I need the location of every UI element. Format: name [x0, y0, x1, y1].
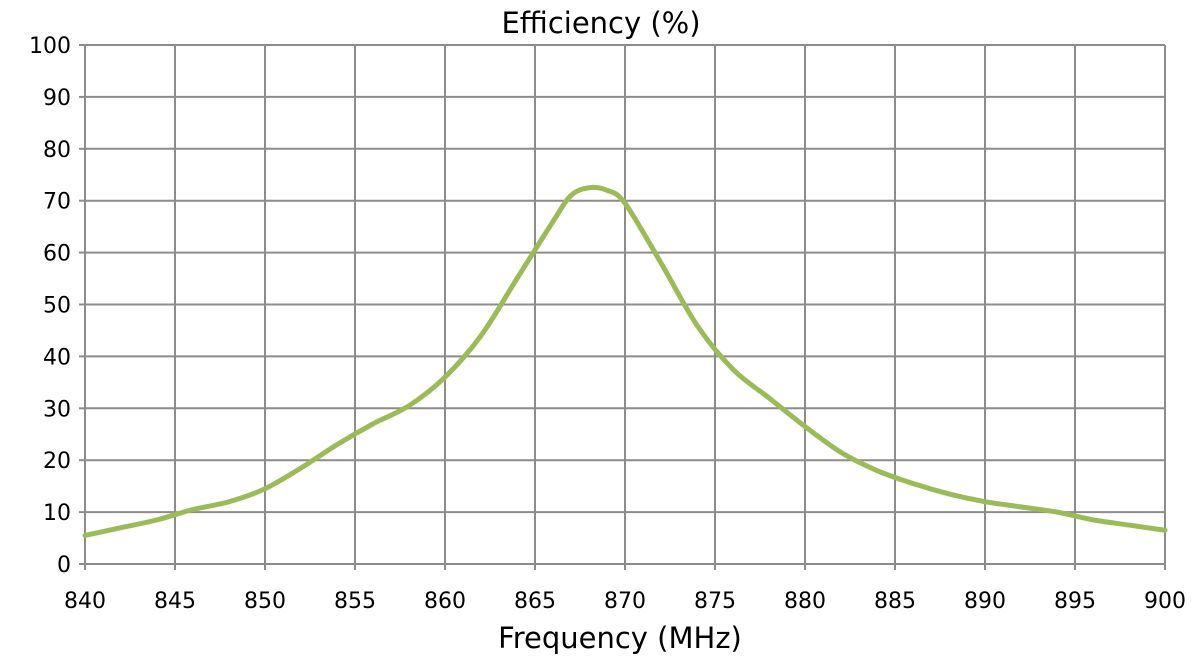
y-tick-label: 10 — [43, 501, 71, 526]
tick-labels: 0 10 20 30 40 50 60 70 80 90 100 840 845 850 855 860 865… — [29, 34, 1186, 614]
series-layer — [82, 184, 1168, 538]
x-tick-label: 870 — [604, 589, 646, 614]
y-tick-label: 70 — [43, 190, 71, 215]
x-tick-label: 840 — [64, 589, 106, 614]
y-tick-label: 30 — [43, 397, 71, 422]
x-tick-label: 860 — [424, 589, 466, 614]
y-tick-label: 40 — [43, 345, 71, 370]
x-axis-label: Frequency (MHz) — [498, 621, 742, 655]
y-tick-label: 20 — [43, 449, 71, 474]
x-tick-label: 875 — [694, 589, 736, 614]
x-tick-label: 895 — [1054, 589, 1096, 614]
grid — [85, 44, 1166, 564]
x-tick-label: 845 — [154, 589, 196, 614]
y-tick-label: 60 — [43, 242, 71, 267]
efficiency-series-line — [82, 184, 1168, 538]
y-tick-label: 50 — [43, 294, 71, 319]
y-tick-label: 80 — [43, 138, 71, 163]
x-tick-label: 880 — [784, 589, 826, 614]
x-tick-label: 900 — [1144, 589, 1186, 614]
y-tick-label: 100 — [29, 34, 71, 59]
x-tick-label: 850 — [244, 589, 286, 614]
x-tick-label: 885 — [874, 589, 916, 614]
x-tick-label: 865 — [514, 589, 556, 614]
y-tick-label: 0 — [57, 553, 71, 578]
axes — [79, 44, 1166, 570]
x-tick-label: 890 — [964, 589, 1006, 614]
x-tick-label: 855 — [334, 589, 376, 614]
chart-title: Efficiency (%) — [501, 6, 700, 40]
y-tick-label: 90 — [43, 86, 71, 111]
